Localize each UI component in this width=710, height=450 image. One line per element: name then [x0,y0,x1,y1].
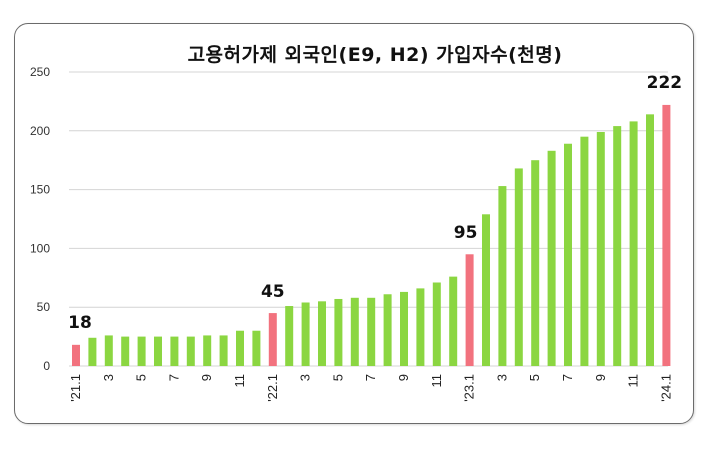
x-tick-label: 11 [429,374,444,388]
bar [88,337,97,366]
bar [170,336,179,366]
x-tick-label: 5 [134,374,149,381]
bar [547,150,556,366]
x-tick-label: 7 [363,374,378,381]
bar [334,298,343,366]
bar [416,288,425,366]
chart-title: 고용허가제 외국인(E9, H2) 가입자수(천명) [187,44,563,66]
bar [121,336,130,366]
bar [203,335,212,366]
bar [596,131,605,366]
y-tick-label: 50 [37,300,51,314]
bar [137,336,146,366]
y-tick-label: 200 [30,124,50,138]
data-label: 222 [647,73,683,93]
chart-frame [14,23,694,424]
x-tick-label: 7 [560,374,575,381]
bar-highlighted [268,313,277,366]
bar-highlighted [662,104,671,366]
bar [482,214,490,366]
annotations: 18 45 95 222 [68,73,682,333]
x-tick-label: 5 [330,374,345,381]
data-label: 95 [454,223,478,243]
x-tick-label: 7 [166,374,181,381]
bar [580,136,589,366]
bar [285,306,294,366]
bar [564,143,572,366]
bar [367,297,376,366]
x-axis: '21.1 3 5 7 9 11 '22.1 3 5 7 9 11 '23.1 3 5 7 9 11 '24.1 [68,374,673,402]
x-tick-label: '21.1 [68,374,83,402]
bar-highlighted [465,254,474,366]
y-tick-label: 0 [43,359,50,373]
bar [531,160,540,366]
x-tick-label: 11 [626,374,641,388]
bar [383,294,392,366]
x-tick-label: 9 [593,374,608,381]
x-tick-label: 9 [199,374,214,381]
x-tick-label: 3 [494,374,509,381]
x-tick-label: '23.1 [462,374,477,402]
bar [219,335,228,366]
bar [646,114,654,366]
y-tick-label: 100 [30,241,50,255]
x-tick-label: '22.1 [265,374,280,402]
bar [432,282,441,366]
bar [400,291,408,366]
bar [629,121,638,366]
x-tick-label: 11 [232,374,247,388]
x-tick-label: 9 [396,374,411,381]
bar [154,336,162,366]
bar [449,276,458,366]
bar [186,336,195,366]
x-tick-label: 3 [298,374,313,381]
bar [350,297,359,366]
bar [236,330,244,366]
y-axis: 0 50 100 150 200 250 [30,65,50,373]
bars [72,104,671,366]
bar [318,301,326,366]
bar [613,126,622,366]
data-label: 18 [68,313,92,333]
y-tick-label: 150 [30,183,50,197]
x-tick-label: 5 [527,374,542,381]
x-tick-label: 3 [101,374,116,381]
bar [514,168,523,366]
bar [301,302,310,366]
data-label: 45 [261,282,285,302]
x-tick-label: '24.1 [658,374,673,402]
bar [252,330,261,366]
bar-highlighted [72,344,80,366]
bar [104,335,113,366]
bar [498,186,507,366]
y-tick-label: 250 [30,65,50,79]
